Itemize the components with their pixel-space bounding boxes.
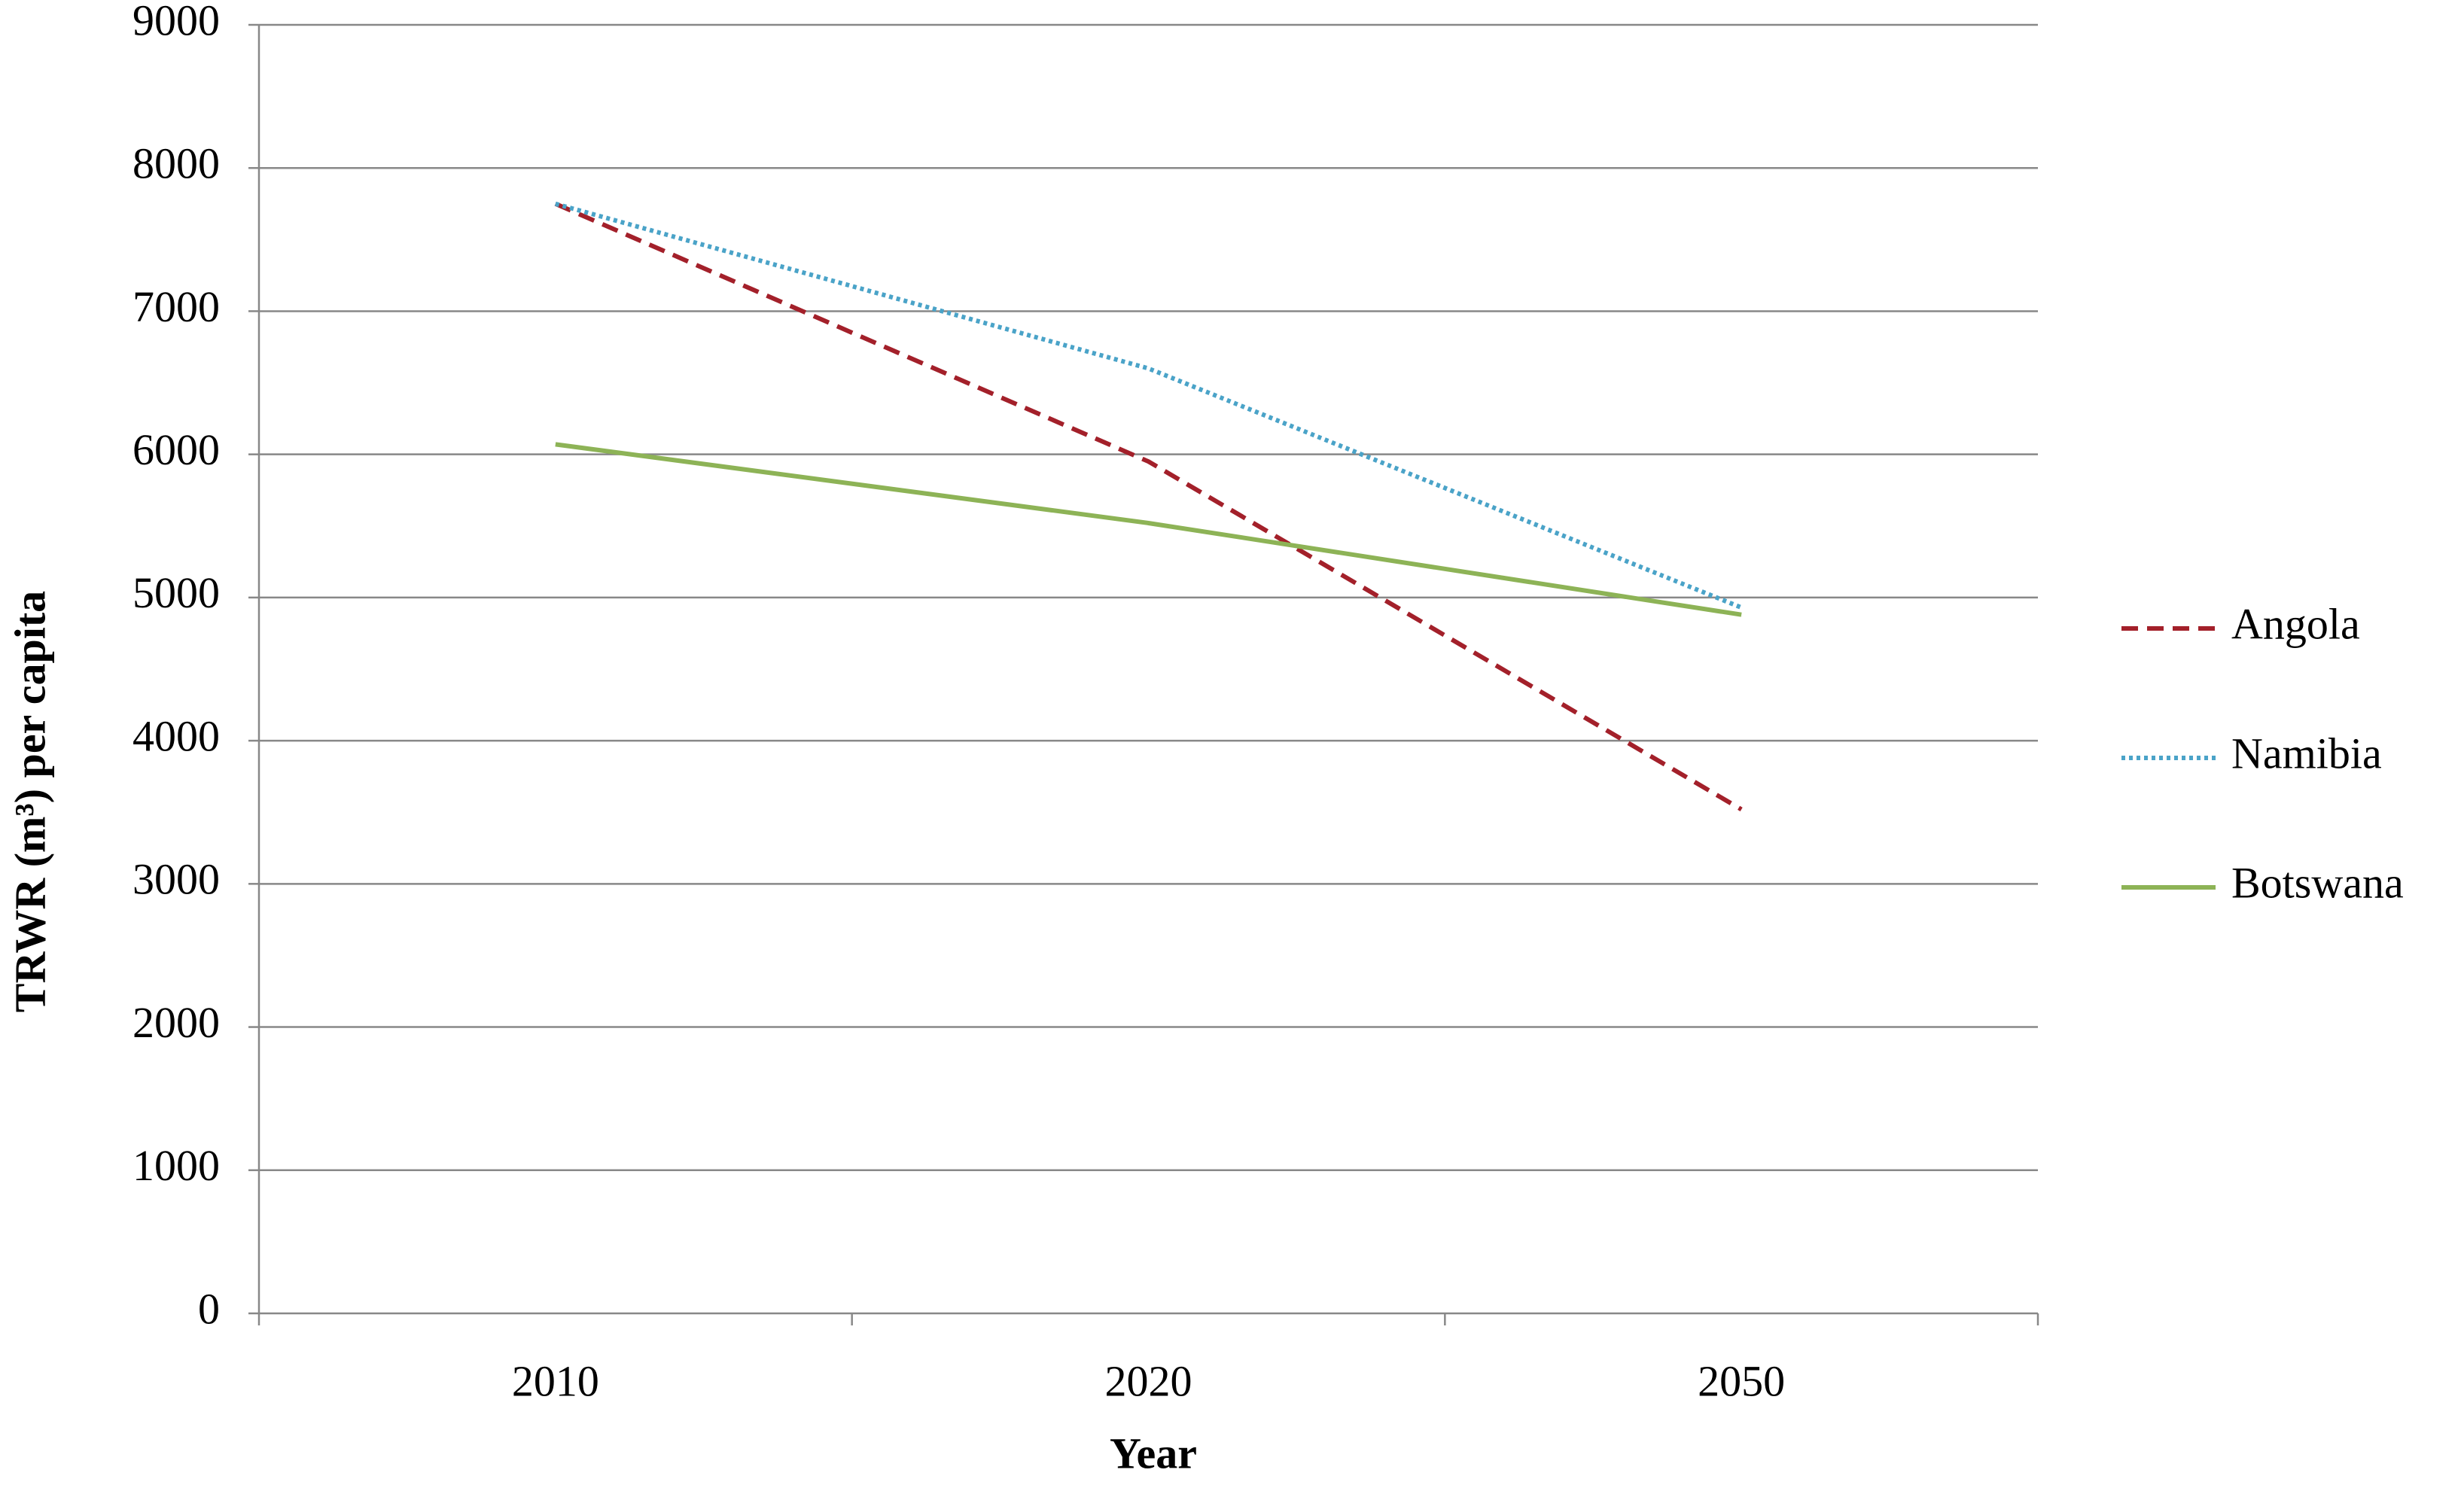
y-tick-label: 3000 <box>132 855 220 904</box>
y-tick-label: 6000 <box>132 425 220 474</box>
y-tick-label: 1000 <box>132 1141 220 1190</box>
series-line <box>554 202 1743 812</box>
y-tick-label: 9000 <box>132 0 220 44</box>
x-tick-label: 2020 <box>1105 1356 1192 1405</box>
y-tick-label: 8000 <box>132 139 220 188</box>
x-tick-label: 2050 <box>1698 1356 1785 1405</box>
series-line <box>555 201 1743 610</box>
y-tick-label: 2000 <box>132 998 220 1047</box>
y-tick-label: 0 <box>198 1284 220 1333</box>
x-tick-label: 2010 <box>512 1356 599 1405</box>
x-axis-label: Year <box>1110 1429 1197 1477</box>
y-axis-label: TRWR (m³) per capita <box>5 591 54 1012</box>
series-line <box>555 442 1742 617</box>
y-tick-label: 5000 <box>132 568 220 617</box>
legend-label: Namibia <box>2231 729 2382 777</box>
legend-label: Angola <box>2231 599 2360 648</box>
y-tick-label: 7000 <box>132 282 220 331</box>
y-tick-label: 4000 <box>132 711 220 760</box>
legend-label: Botswana <box>2231 858 2404 907</box>
